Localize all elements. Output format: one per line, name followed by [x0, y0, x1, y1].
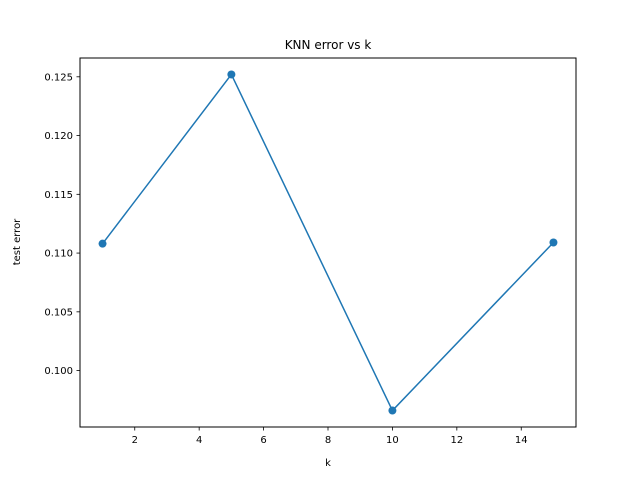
- y-tick-label: 0.110: [44, 249, 73, 260]
- x-tick-label: 8: [325, 435, 331, 446]
- y-tick-label: 0.100: [44, 366, 73, 377]
- x-tick-label: 2: [132, 435, 138, 446]
- data-point: [549, 238, 558, 247]
- data-point: [227, 70, 236, 79]
- data-point: [98, 239, 107, 248]
- y-tick-label: 0.120: [44, 131, 73, 142]
- x-tick-label: 14: [515, 435, 528, 446]
- y-tick-label: 0.125: [44, 72, 73, 83]
- y-tick-label: 0.105: [44, 307, 73, 318]
- x-tick-label: 10: [386, 435, 399, 446]
- series-layer: [98, 70, 558, 415]
- y-axis-ticks: 0.100 0.105 0.110 0.115 0.120 0.125: [44, 72, 80, 377]
- y-tick-label: 0.115: [44, 190, 73, 201]
- x-tick-label: 4: [196, 435, 202, 446]
- x-tick-label: 12: [450, 435, 463, 446]
- x-axis-label: k: [325, 458, 331, 469]
- series-line: [101, 73, 554, 412]
- x-tick-label: 6: [260, 435, 266, 446]
- x-axis-ticks: 2 4 6 8 10 12 14: [132, 427, 528, 446]
- chart-title: KNN error vs k: [285, 38, 372, 52]
- plot-area: 2 4 6 8 10 12 14 0.100 0.105 0.110 0.115 0.120 0.12…: [44, 57, 577, 446]
- y-axis-label: test error: [12, 218, 23, 265]
- data-point: [388, 406, 397, 415]
